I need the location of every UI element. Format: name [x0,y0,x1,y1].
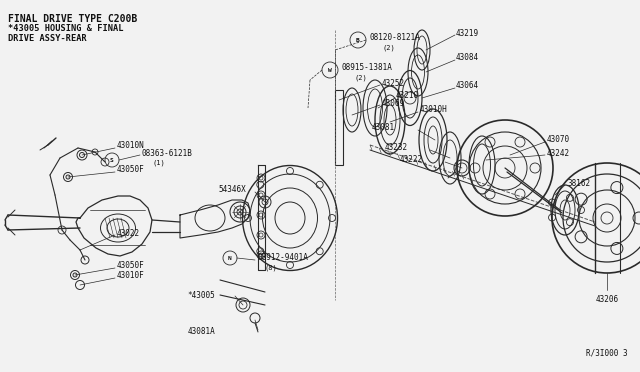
Text: 43210: 43210 [396,92,419,100]
Text: 08912-9401A: 08912-9401A [257,253,308,263]
Text: *43005: *43005 [188,291,215,299]
Text: 43222: 43222 [400,155,423,164]
Text: 43219: 43219 [456,29,479,38]
Text: N: N [228,256,232,260]
Text: 43010H: 43010H [420,106,448,115]
Text: (2): (2) [355,75,368,81]
Text: 43252: 43252 [382,78,405,87]
Text: 43081A: 43081A [188,327,215,337]
Bar [335,90,343,165]
Text: 43084: 43084 [456,54,479,62]
Text: (8): (8) [265,265,278,271]
Text: 08120-8121A: 08120-8121A [370,33,421,42]
Text: 43022: 43022 [117,228,140,237]
Text: *43005 HOUSING & FINAL: *43005 HOUSING & FINAL [8,24,124,33]
Text: 43064: 43064 [456,81,479,90]
Text: 43232: 43232 [385,144,408,153]
Text: W: W [328,67,332,73]
Text: 38162: 38162 [567,179,590,187]
Text: DRIVE ASSY-REAR: DRIVE ASSY-REAR [8,34,87,43]
Text: 43069: 43069 [382,99,405,108]
Text: 43081: 43081 [372,124,395,132]
Text: 08363-6121B: 08363-6121B [142,148,193,157]
Text: 54346X: 54346X [218,186,246,195]
Text: (1): (1) [152,160,164,166]
Text: R/3I000 3: R/3I000 3 [586,349,628,358]
Text: S: S [110,157,114,163]
Text: 43050F: 43050F [117,262,145,270]
Text: 43070: 43070 [547,135,570,144]
Text: 43010N: 43010N [117,141,145,151]
Text: 43010F: 43010F [117,272,145,280]
Text: 43206: 43206 [595,295,619,304]
Text: 08915-1381A: 08915-1381A [342,64,393,73]
Text: (2): (2) [382,45,395,51]
Text: FINAL DRIVE TYPE C200B: FINAL DRIVE TYPE C200B [8,14,137,24]
Text: 43242: 43242 [547,148,570,157]
Text: 43050F: 43050F [117,166,145,174]
Text: B: B [356,38,360,42]
